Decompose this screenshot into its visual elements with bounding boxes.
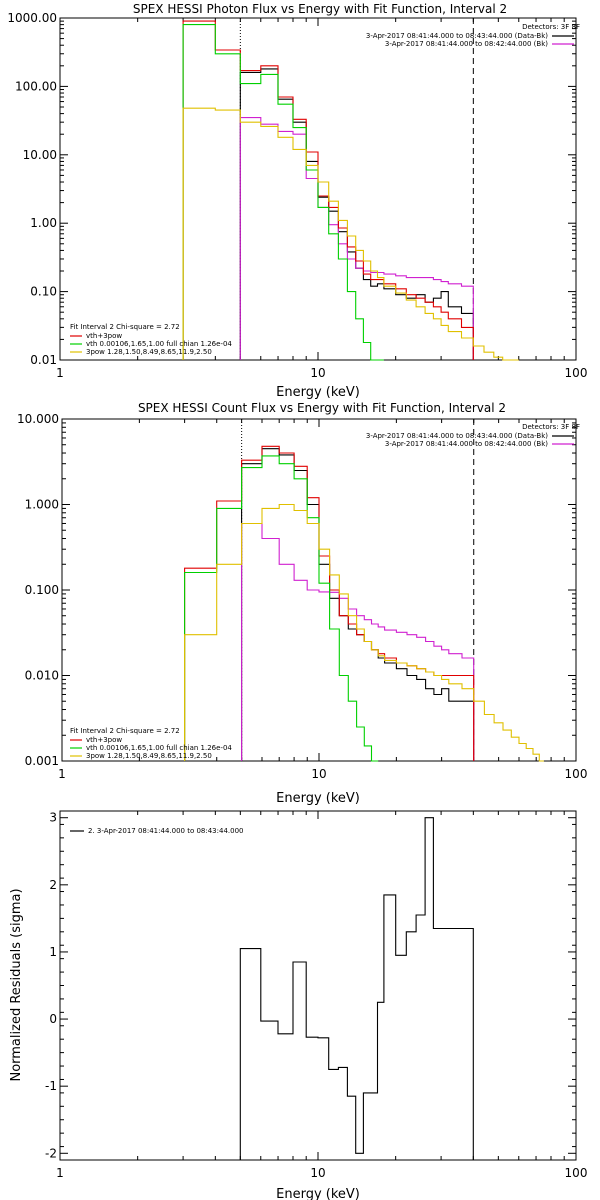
count-flux-legend-top: Detectors: 3F 8F 3-Apr-2017 08:41:44.000…: [366, 423, 580, 448]
legend-entry-bk: 3-Apr-2017 08:41:44.000 to 08:42:44.000 …: [385, 440, 548, 448]
count-flux-y-tick-label: 0.010: [25, 669, 59, 683]
count-flux-x-label: Energy (keV): [276, 791, 360, 806]
photon-flux-title: SPEX HESSI Photon Flux vs Energy with Fi…: [133, 2, 507, 16]
count-flux-series-0: [241, 448, 475, 761]
fit-entry-vth: vth 0.00106,1.65,1.00 full chian 1.26e-0…: [86, 744, 232, 752]
count-flux-y-tick-label: 0.100: [25, 583, 59, 597]
legend-entry-data-bk: 3-Apr-2017 08:41:44.000 to 08:43:44.000 …: [366, 32, 548, 40]
residuals-legend: 2. 3-Apr-2017 08:41:44.000 to 08:43:44.0…: [70, 827, 243, 835]
fit-entry-3pow: 3pow 1.28,1.50,8.49,8.65,11.9,2.50: [86, 752, 212, 760]
residuals-panel: -2 -1 0 1 2 3 1 10 100 Energy (keV) Normalized …: [9, 810, 587, 1200]
count-flux-series-1: [241, 522, 475, 761]
fit-entry-3pow: 3pow 1.28,1.50,8.49,8.65,11.9,2.50: [86, 348, 212, 356]
residuals-x-label: Energy (keV): [276, 1187, 360, 1200]
photon-flux-x-tick-label: 100: [565, 366, 588, 380]
count-flux-title: SPEX HESSI Count Flux vs Energy with Fit…: [138, 401, 506, 415]
photon-flux-legend-bottom: Fit Interval 2 Chi-square = 2.72 vth+3po…: [70, 323, 232, 356]
count-flux-y-ticks: 0.001 0.010 0.100 1.000 10.000: [17, 412, 576, 768]
residuals-y-tick-label: 0: [49, 1012, 57, 1026]
photon-flux-y-tick-label: 10.00: [23, 148, 57, 162]
residuals-y-tick-label: -1: [45, 1079, 57, 1093]
count-flux-x-tick-label: 1: [58, 767, 66, 781]
fit-legend-heading: Fit Interval 2 Chi-square = 2.72: [70, 323, 180, 331]
count-flux-energy-markers: [241, 419, 475, 761]
legend-entry-data-bk: 3-Apr-2017 08:41:44.000 to 08:43:44.000 …: [366, 432, 548, 440]
photon-flux-series-0: [239, 68, 474, 360]
residuals-y-tick-label: 3: [49, 811, 57, 825]
fit-entry-vth: vth 0.00106,1.65,1.00 full chian 1.26e-0…: [86, 340, 232, 348]
photon-flux-y-tick-label: 1.00: [30, 216, 57, 230]
photon-flux-x-tick-label: 10: [310, 366, 325, 380]
legend-heading: Detectors: 3F 8F: [522, 23, 580, 31]
photon-flux-panel: SPEX HESSI Photon Flux vs Energy with Fi…: [7, 2, 587, 400]
photon-flux-y-ticks: 0.01 0.10 1.00 10.00 100.00 1000.00: [7, 11, 576, 367]
count-flux-panel: SPEX HESSI Count Flux vs Energy with Fit…: [17, 401, 587, 806]
count-flux-series-3: [184, 455, 379, 762]
residuals-legend-entry: 2. 3-Apr-2017 08:41:44.000 to 08:43:44.0…: [88, 827, 243, 835]
photon-flux-y-tick-label: 0.10: [30, 285, 57, 299]
photon-flux-series-4: [182, 107, 519, 361]
fit-legend-heading: Fit Interval 2 Chi-square = 2.72: [70, 727, 180, 735]
legend-entry-bk: 3-Apr-2017 08:41:44.000 to 08:42:44.000 …: [385, 40, 548, 48]
photon-flux-y-tick-label: 100.00: [15, 79, 57, 93]
residuals-x-tick-label: 1: [56, 1166, 64, 1180]
residuals-series: [239, 817, 474, 1160]
count-flux-y-tick-label: 1.000: [25, 498, 59, 512]
count-flux-series-4: [184, 503, 544, 762]
residuals-x-tick-label: 100: [565, 1166, 588, 1180]
fit-entry-vth3pow: vth+3pow: [86, 736, 122, 744]
legend-heading: Detectors: 3F 8F: [522, 423, 580, 431]
residuals-plot-frame: [59, 810, 577, 1161]
photon-flux-series: [182, 20, 519, 361]
count-flux-series: [184, 445, 544, 762]
photon-flux-x-tick-label: 1: [56, 366, 64, 380]
residuals-y-ticks: -2 -1 0 1 2 3: [45, 810, 576, 1161]
residuals-y-tick-label: 1: [49, 945, 57, 959]
photon-flux-series-3: [182, 24, 384, 361]
residuals-x-tick-label: 10: [310, 1166, 325, 1180]
photon-flux-y-tick-label: 1000.00: [7, 11, 57, 25]
photon-flux-y-tick-label: 0.01: [30, 353, 57, 367]
count-flux-y-tick-label: 0.001: [25, 754, 59, 768]
count-flux-x-tick-label: 10: [311, 767, 326, 781]
photon-flux-series-1: [239, 117, 474, 360]
residuals-y-tick-label: -2: [45, 1146, 57, 1160]
fit-entry-vth3pow: vth+3pow: [86, 332, 122, 340]
photon-flux-legend-top: Detectors: 3F 8F 3-Apr-2017 08:41:44.000…: [366, 23, 580, 48]
residuals-y-tick-label: 2: [49, 878, 57, 892]
residuals-y-label: Normalized Residuals (sigma): [9, 888, 24, 1081]
count-flux-x-tick-label: 100: [565, 767, 588, 781]
residuals-x-ticks: 1 10 100: [56, 811, 587, 1180]
count-flux-x-ticks: 1 10 100: [58, 419, 587, 781]
count-flux-legend-bottom: Fit Interval 2 Chi-square = 2.72 vth+3po…: [70, 727, 232, 760]
photon-flux-x-label: Energy (keV): [276, 385, 360, 400]
count-flux-y-tick-label: 10.000: [17, 412, 59, 426]
residuals-series-0: [239, 817, 474, 1160]
